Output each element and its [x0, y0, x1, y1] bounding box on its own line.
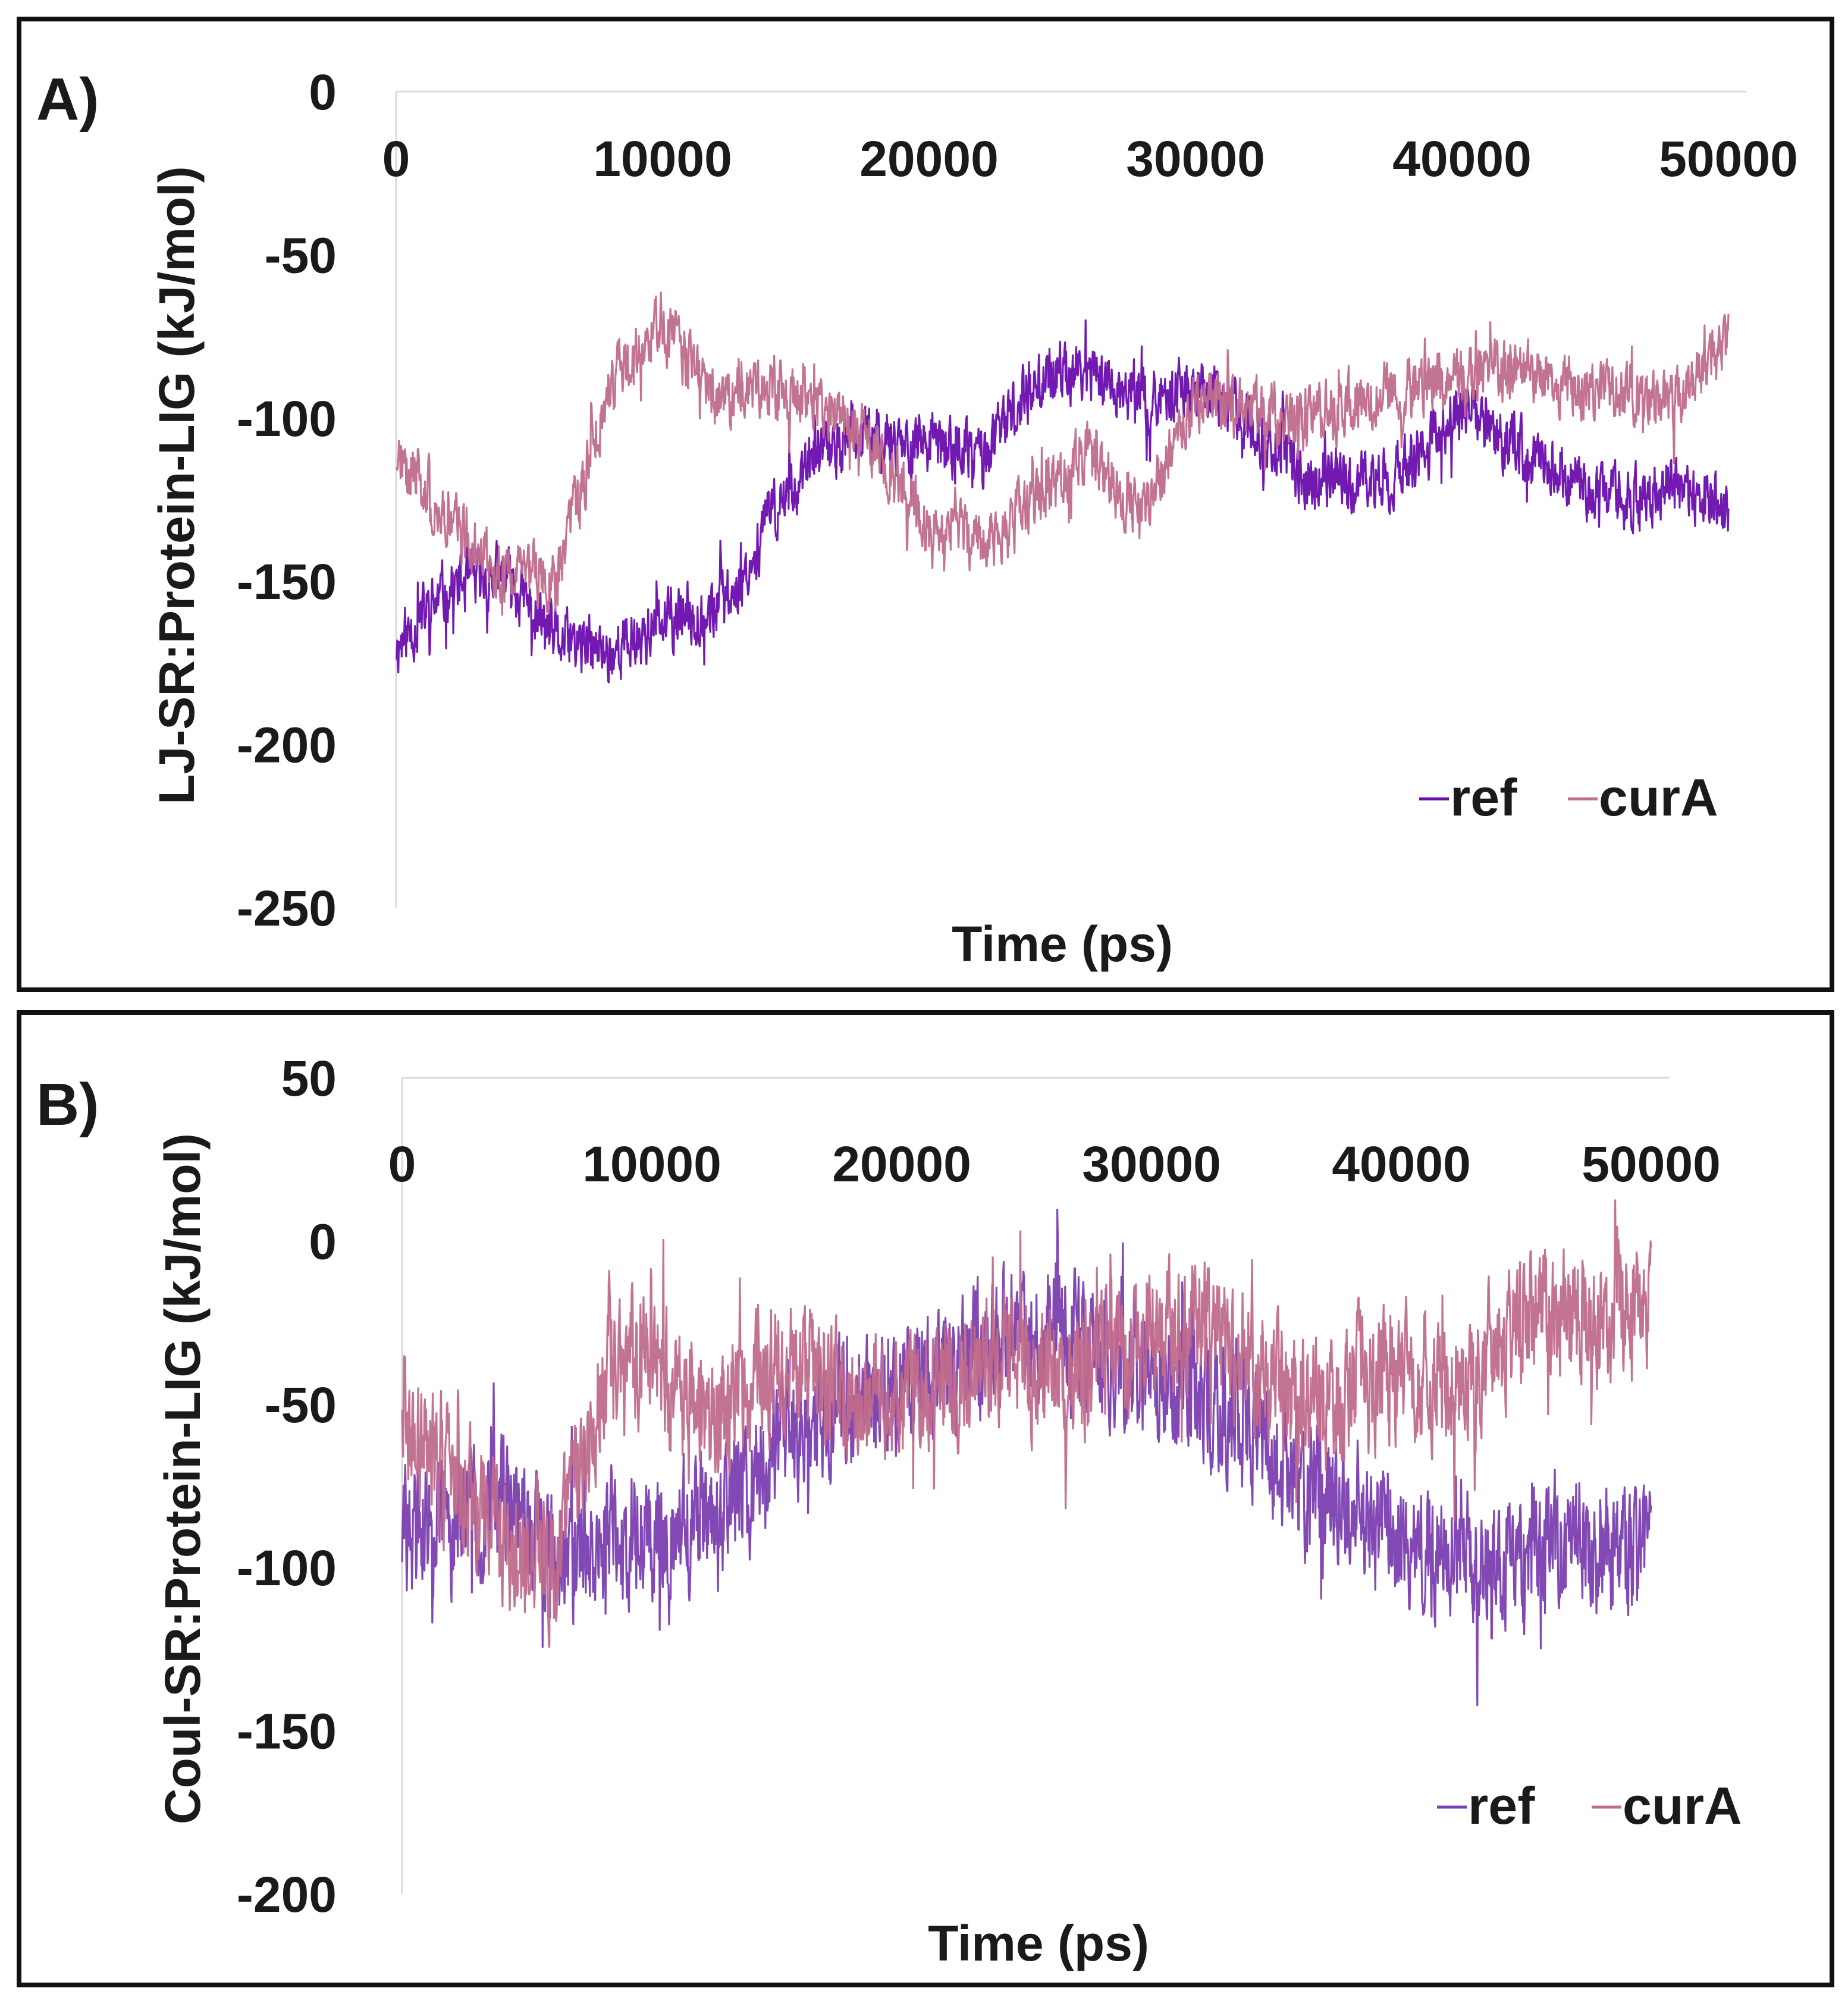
y-tick-label: -100 — [237, 391, 337, 447]
series-line-ref — [396, 319, 1730, 683]
y-axis-label: LJ-SR:Protein-LIG (kJ/mol) — [149, 166, 205, 804]
x-tick-label: 20000 — [832, 1136, 971, 1192]
legend-label-ref: ref — [1468, 1776, 1535, 1835]
series-line-curA — [395, 291, 1730, 616]
x-axis-label: Time (ps) — [928, 1915, 1149, 1971]
y-tick-label: 0 — [309, 64, 337, 120]
series-line-curA — [401, 1199, 1652, 1648]
panel-label: B) — [36, 1071, 99, 1138]
x-tick-label: 0 — [388, 1136, 416, 1192]
x-tick-label: 40000 — [1332, 1136, 1471, 1192]
x-tick-label: 40000 — [1392, 131, 1532, 187]
y-tick-label: -150 — [237, 1704, 337, 1760]
y-tick-label: -150 — [237, 554, 337, 610]
y-tick-label: -50 — [265, 227, 337, 283]
x-tick-label: 0 — [382, 131, 410, 187]
x-tick-label: 30000 — [1126, 131, 1265, 187]
panel-a: A) 0 -50 -100 -150 -200 -250 0 10000 20000 30000 40… — [17, 17, 1834, 992]
y-tick-label: -100 — [237, 1540, 337, 1596]
y-tick-label: 50 — [281, 1050, 337, 1106]
legend-label-curA: curA — [1623, 1776, 1742, 1835]
x-axis-label: Time (ps) — [952, 916, 1173, 972]
x-tick-label: 10000 — [582, 1136, 721, 1192]
panel-b: B) 50 0 -50 -100 -150 -200 0 10000 20000 30000 4000… — [17, 1010, 1834, 1987]
x-tick-label: 20000 — [859, 131, 999, 187]
x-tick-label: 10000 — [593, 131, 732, 187]
y-axis-label: Coul-SR:Protein-LIG (kJ/mol) — [155, 1133, 211, 1824]
y-tick-label: -250 — [237, 880, 337, 936]
y-tick-label: -200 — [237, 717, 337, 773]
legend-label-ref: ref — [1450, 768, 1517, 827]
x-tick-label: 30000 — [1082, 1136, 1221, 1192]
panel-label: A) — [36, 66, 99, 133]
x-tick-label: 50000 — [1659, 131, 1798, 187]
chart-b: B) 50 0 -50 -100 -150 -200 0 10000 20000 30000 4000… — [36, 1050, 1742, 1971]
x-tick-label: 50000 — [1582, 1136, 1721, 1192]
chart-a: A) 0 -50 -100 -150 -200 -250 0 10000 20000 30000 40… — [36, 64, 1798, 972]
y-tick-label: -200 — [237, 1867, 337, 1923]
legend-label-curA: curA — [1599, 768, 1718, 827]
y-tick-label: 0 — [309, 1213, 337, 1269]
y-tick-label: -50 — [265, 1377, 337, 1433]
